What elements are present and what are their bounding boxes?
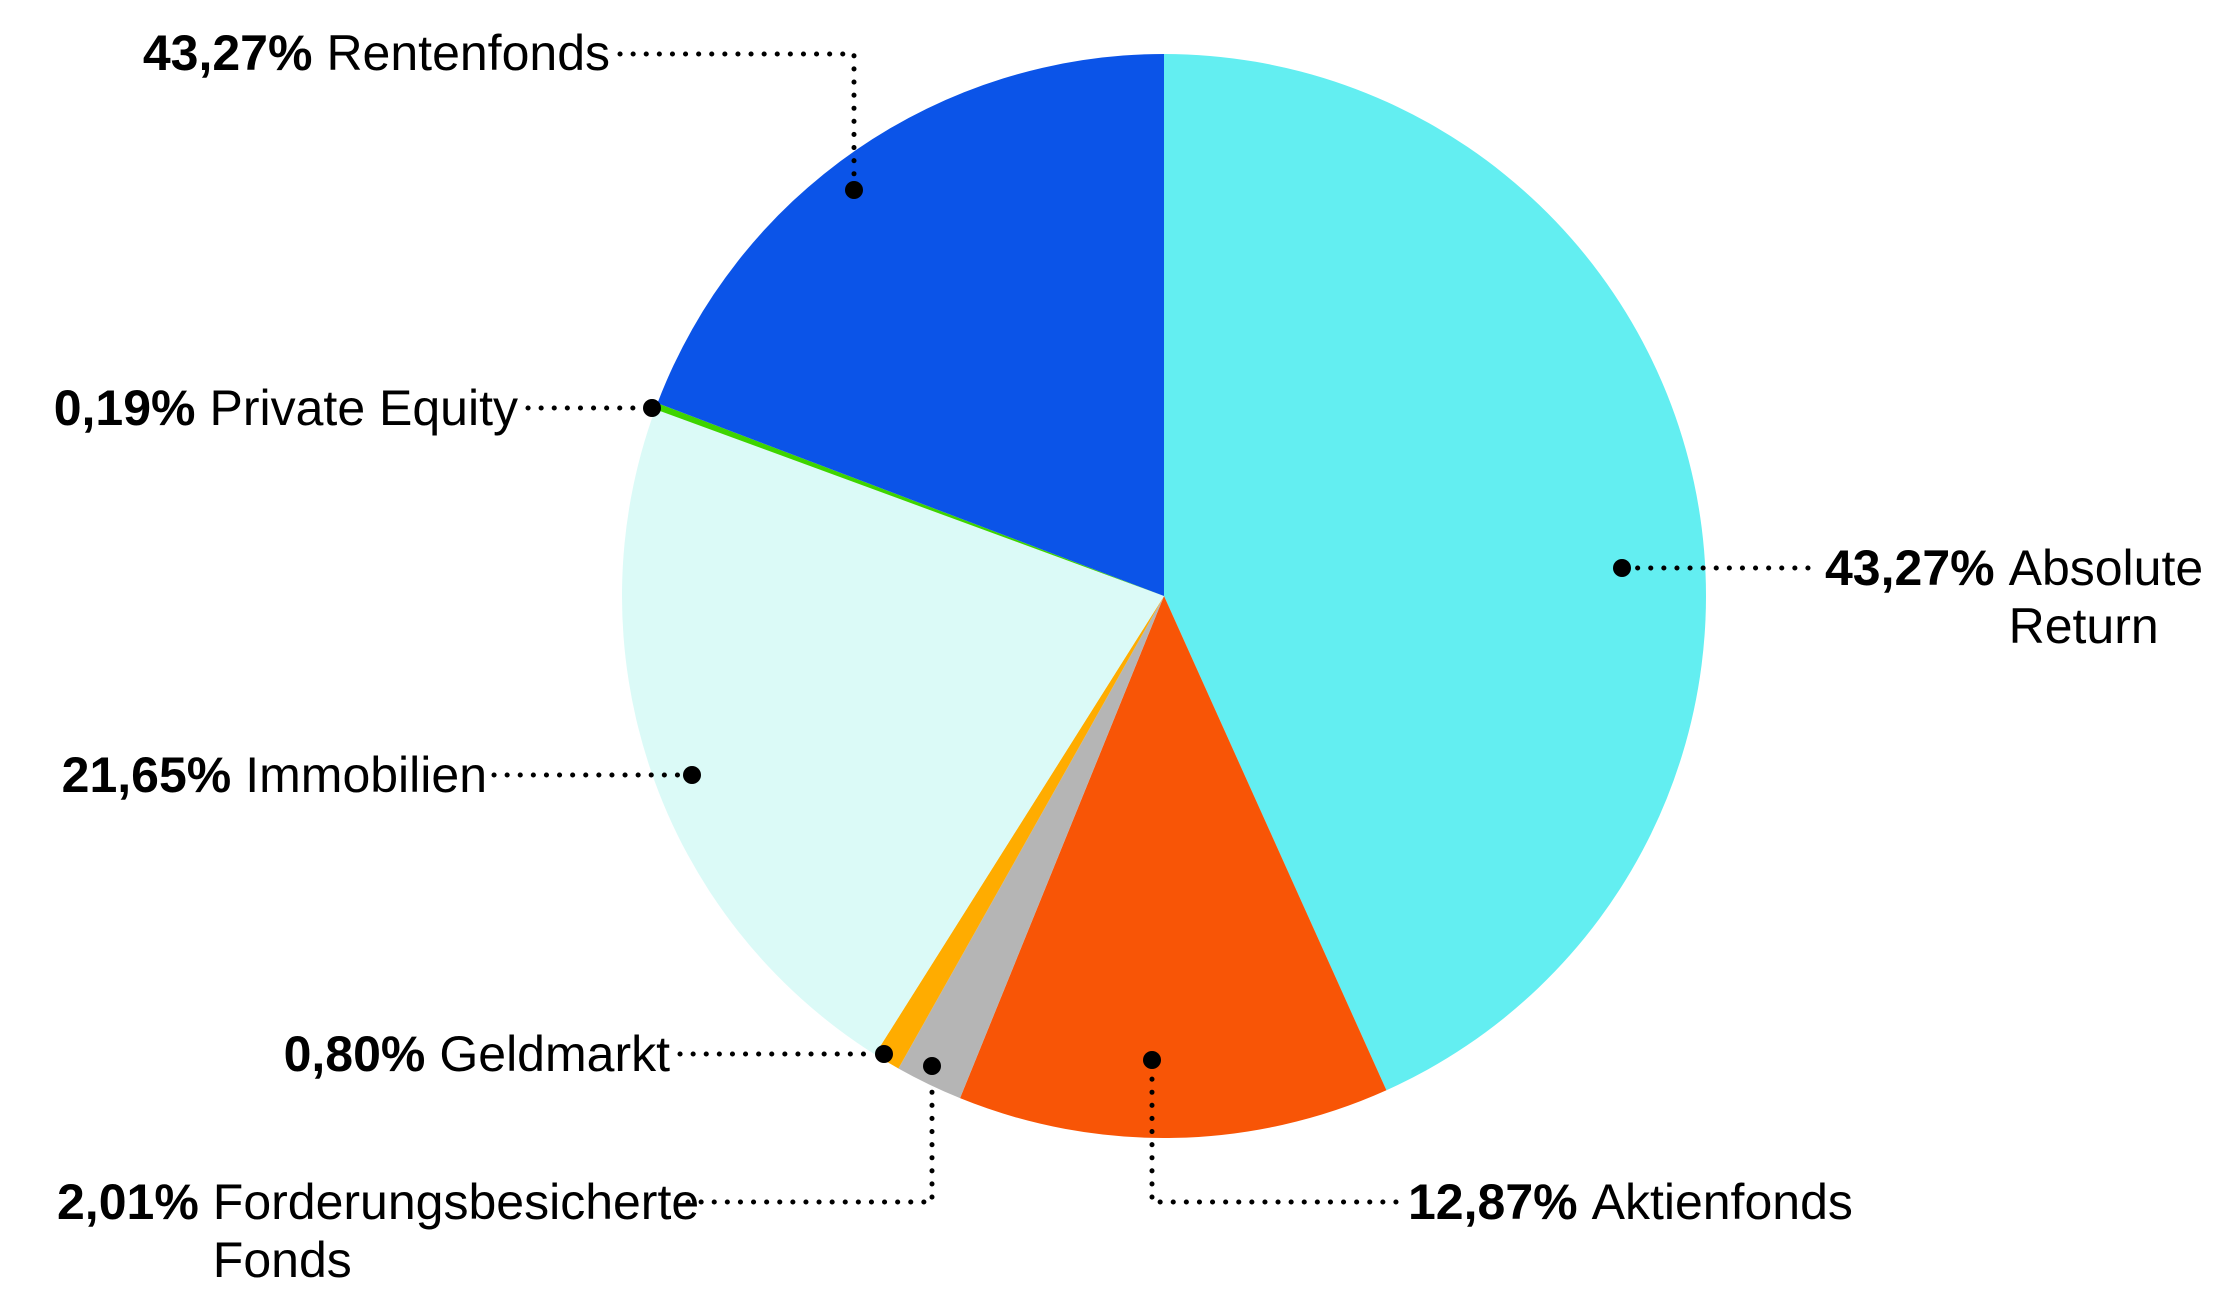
callout-line-forderungsbesicherte-fonds (685, 1077, 935, 1205)
pie-segment-aktienfonds (960, 596, 1387, 1138)
callout-dot-absolute-return (1613, 559, 1631, 577)
label-absolute-return-name: Absolute Return (2008, 540, 2204, 654)
pie-segment-absolute-return (1164, 54, 1706, 1091)
callout-line-rentenfonds (617, 51, 857, 179)
label-forderungsbesicherte-fonds: 2,01% Forderungsbesicherte Fonds (57, 1173, 758, 1289)
label-private-equity-value: 0,19% (53, 380, 196, 436)
label-private-equity-name: Private Equity (209, 380, 518, 436)
label-immobilien-value: 21,65% (61, 747, 232, 803)
label-rentenfonds-name: Rentenfonds (326, 25, 610, 81)
callout-dot-rentenfonds (845, 181, 863, 199)
label-aktienfonds: 12,87% Aktienfonds (1408, 1173, 1853, 1231)
pie-segment-geldmarkt (875, 596, 1164, 1069)
callout-dot-private-equity (643, 399, 661, 417)
label-immobilien-name: Immobilien (245, 747, 487, 803)
callout-dot-immobilien (683, 766, 701, 784)
pie-segment-forderungsbesicherte-fonds (898, 596, 1164, 1099)
callout-dot-aktienfonds (1143, 1051, 1161, 1069)
callout-dot-geldmarkt (875, 1045, 893, 1063)
callout-dot-forderungsbesicherte-fonds (923, 1057, 941, 1075)
label-private-equity: 0,19% Private Equity (54, 379, 518, 437)
label-rentenfonds-value: 43,27% (142, 25, 313, 81)
callout-line-aktienfonds (1149, 1071, 1399, 1205)
label-aktienfonds-name: Aktienfonds (1591, 1174, 1853, 1230)
label-immobilien: 21,65% Immobilien (62, 746, 487, 804)
label-geldmarkt: 0,80% Geldmarkt (284, 1025, 670, 1083)
label-geldmarkt-name: Geldmarkt (439, 1026, 670, 1082)
label-aktienfonds-value: 12,87% (1408, 1174, 1578, 1230)
label-absolute-return: 43,27% Absolute Return (1825, 539, 2213, 655)
pie-segment-private-equity (655, 403, 1164, 596)
label-absolute-return-value: 43,27% (1825, 540, 1995, 596)
label-geldmarkt-value: 0,80% (283, 1026, 426, 1082)
pie-segment-rentenfonds (657, 54, 1164, 596)
pie-segment-immobilien (621, 409, 1164, 1055)
label-rentenfonds: 43,27% Rentenfonds (143, 24, 610, 82)
label-forderungsbesicherte-fonds-name: Forderungsbesicherte Fonds (212, 1174, 700, 1288)
label-forderungsbesicherte-fonds-value: 2,01% (57, 1174, 199, 1230)
